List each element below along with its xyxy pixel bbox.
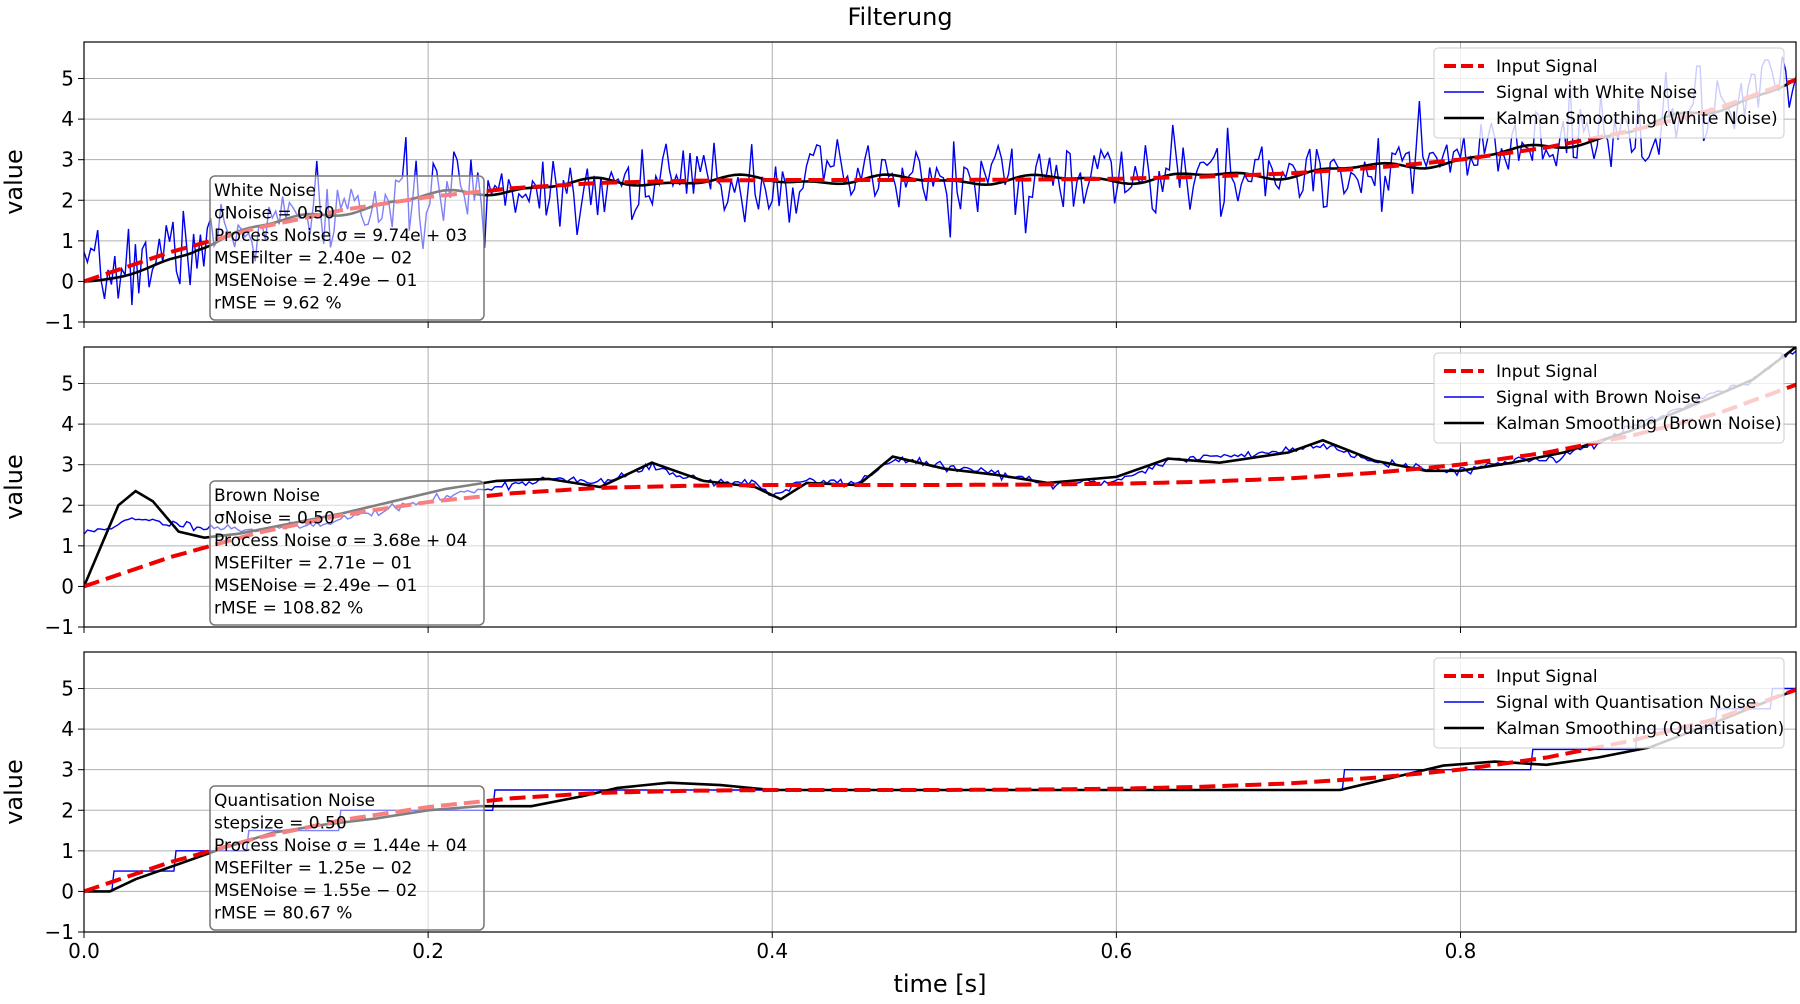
- y-tick-label: 5: [61, 67, 74, 91]
- legend-label: Signal with White Noise: [1496, 83, 1697, 103]
- y-tick-label: 4: [61, 412, 74, 436]
- legend-label: Kalman Smoothing (White Noise): [1496, 109, 1778, 129]
- y-axis-label: value: [0, 454, 28, 520]
- annotation-box: [209, 175, 485, 321]
- y-tick-label: 1: [61, 839, 74, 863]
- annotation-line: rMSE = 108.82 %: [214, 599, 363, 619]
- annotation-line: White Noise: [214, 181, 316, 201]
- y-tick-label: −1: [45, 920, 74, 944]
- x-axis-label: time [s]: [893, 970, 986, 998]
- legend-box: [1433, 657, 1785, 749]
- legend-label: Input Signal: [1496, 362, 1598, 382]
- annotation-line: MSEFilter = 2.71e − 01: [214, 554, 412, 574]
- input-signal-line: [84, 687, 1796, 894]
- subplot-quantisation-noise: 0.0 0.2 0.4 0.6 0.8 −1 0 1 2 3 4 5 value time [s] Inpu…: [0, 651, 1797, 998]
- annotation-line: Brown Noise: [214, 486, 320, 506]
- legend-label: Input Signal: [1496, 667, 1598, 687]
- annotation-line: Process Noise σ = 9.74e + 03: [214, 226, 467, 246]
- x-tick-label: 0.6: [1100, 939, 1132, 963]
- y-tick-label: 2: [61, 798, 74, 822]
- y-tick-label: 1: [61, 229, 74, 253]
- x-tick-label: 0.0: [68, 939, 100, 963]
- annotation-line: MSEFilter = 1.25e − 02: [214, 859, 412, 879]
- annotation-box: [209, 785, 485, 931]
- legend-label: Kalman Smoothing (Quantisation): [1496, 719, 1784, 739]
- legend-label: Signal with Brown Noise: [1496, 388, 1701, 408]
- annotation-line: MSENoise = 2.49e − 01: [214, 271, 417, 291]
- annotation-box: [209, 480, 485, 626]
- y-tick-label: 5: [61, 677, 74, 701]
- y-tick-label: 3: [61, 148, 74, 172]
- legend-box: [1433, 352, 1785, 444]
- annotation-line: stepsize = 0.50: [214, 814, 347, 834]
- y-tick-label: 1: [61, 534, 74, 558]
- y-tick-label: 4: [61, 717, 74, 741]
- figure-title: Filterung: [847, 3, 952, 31]
- input-signal-line: [84, 382, 1796, 589]
- legend-box: [1433, 47, 1785, 139]
- y-tick-label: 0: [61, 879, 74, 903]
- annotation-line: σNoise = 0.50: [214, 204, 335, 224]
- legend-label: Signal with Quantisation Noise: [1496, 693, 1756, 713]
- axes-frame: [83, 651, 1797, 933]
- annotation-line: rMSE = 9.62 %: [214, 294, 342, 314]
- x-tick-label: 0.4: [756, 939, 788, 963]
- x-tick-label: 0.8: [1445, 939, 1477, 963]
- y-axis-label: value: [0, 149, 28, 215]
- y-tick-label: 5: [61, 372, 74, 396]
- subplot-brown-noise: −1 0 1 2 3 4 5 value Input Signal Signal with Bro…: [0, 346, 1797, 639]
- annotation-line: rMSE = 80.67 %: [214, 904, 352, 924]
- annotation-line: MSENoise = 1.55e − 02: [214, 881, 417, 901]
- annotation-line: MSEFilter = 2.40e − 02: [214, 249, 412, 269]
- y-tick-label: 3: [61, 758, 74, 782]
- annotation-line: Quantisation Noise: [214, 791, 375, 811]
- annotation-line: Process Noise σ = 3.68e + 04: [214, 531, 467, 551]
- annotation-line: Process Noise σ = 1.44e + 04: [214, 836, 467, 856]
- input-signal-line: [84, 77, 1796, 284]
- axes-frame: [83, 41, 1797, 323]
- y-tick-label: 4: [61, 107, 74, 131]
- annotation-line: σNoise = 0.50: [214, 509, 335, 529]
- y-tick-label: −1: [45, 615, 74, 639]
- x-tick-label: 0.2: [412, 939, 444, 963]
- y-tick-label: 0: [61, 269, 74, 293]
- subplot-white-noise: −1 0 1 2 3 4 5 value Input Signal Signal with Whi…: [0, 41, 1797, 334]
- y-tick-label: −1: [45, 310, 74, 334]
- y-tick-label: 2: [61, 188, 74, 212]
- axes-frame: [83, 346, 1797, 628]
- legend-label: Kalman Smoothing (Brown Noise): [1496, 414, 1782, 434]
- y-tick-label: 2: [61, 493, 74, 517]
- legend-label: Input Signal: [1496, 57, 1598, 77]
- y-axis-label: value: [0, 759, 28, 825]
- y-tick-label: 0: [61, 574, 74, 598]
- y-tick-label: 3: [61, 453, 74, 477]
- annotation-line: MSENoise = 2.49e − 01: [214, 576, 417, 596]
